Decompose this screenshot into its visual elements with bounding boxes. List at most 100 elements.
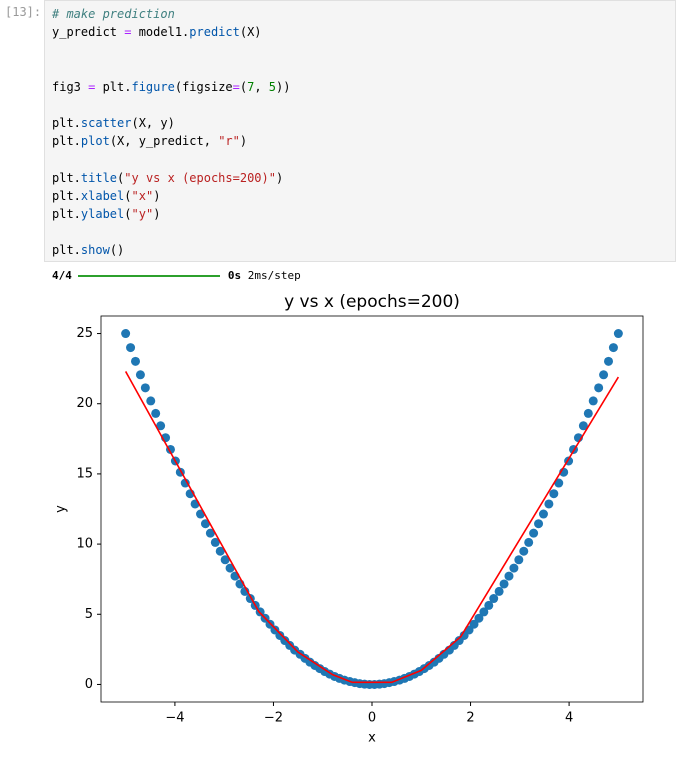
code-token: (figsize — [174, 79, 233, 94]
code-token: show — [80, 243, 110, 258]
scatter-point — [604, 356, 614, 366]
code-token: y_predict — [52, 25, 125, 40]
time: 0s — [227, 269, 242, 282]
code-token: (X, y_predict, — [109, 134, 219, 149]
code-token: "x" — [131, 188, 154, 203]
scatter-point — [544, 499, 554, 509]
scatter-point — [583, 408, 593, 418]
scatter-point — [146, 396, 156, 406]
code: # make prediction y_predict = model1.pred… — [52, 5, 290, 260]
scatter-point — [156, 421, 166, 431]
scatter-point — [220, 555, 230, 565]
scatter-point — [140, 383, 150, 393]
code-token: xlabel — [80, 188, 125, 203]
code-token: "y" — [131, 207, 154, 222]
code-line: plt.show() — [52, 241, 290, 259]
code-token: ) — [239, 134, 248, 149]
code-token: 5 — [268, 79, 277, 94]
code-token: (X, y) — [131, 116, 175, 131]
code-token: "y vs x (epochs=200)" — [124, 170, 276, 185]
scatter-point — [499, 579, 509, 589]
scatter-point — [599, 370, 609, 380]
scatter-point — [484, 600, 494, 610]
code-token: plt. — [52, 116, 81, 131]
code-cell[interactable]: # make prediction y_predict = model1.pred… — [44, 0, 676, 262]
code-token: ( — [239, 79, 248, 94]
code-token: (X) — [239, 25, 262, 40]
x-tick-label: 2 — [466, 711, 474, 726]
code-token: ) — [275, 170, 284, 185]
prediction-line — [124, 371, 620, 684]
scatter-point — [534, 519, 544, 529]
x-tick-label: 0 — [368, 711, 376, 726]
y-axis-label: y — [54, 505, 69, 513]
scatter-point — [578, 421, 588, 431]
y-tick-label: 0 — [85, 677, 93, 692]
scatter-point — [126, 343, 136, 353]
scatter-point — [538, 509, 548, 519]
scatter-point — [529, 528, 539, 538]
code-line: plt.ylabel("y") — [52, 205, 290, 223]
scatter-point — [554, 478, 564, 488]
code-token: plt. — [52, 134, 81, 149]
code-line: plt.plot(X, y_predict, "r") — [52, 132, 290, 150]
code-token: )) — [276, 79, 291, 94]
code-token: plt. — [52, 188, 81, 203]
code-token: ( — [117, 170, 125, 185]
y-tick-label: 5 — [85, 607, 93, 622]
scatter-point — [151, 408, 161, 418]
scatter-point — [474, 613, 484, 623]
y-tick-label: 10 — [76, 537, 93, 552]
scatter-point — [121, 329, 131, 339]
code-token: plot — [80, 134, 110, 149]
code-token: predict — [189, 25, 240, 40]
code-line: plt.xlabel("x") — [52, 187, 290, 205]
code-token: 7 — [247, 79, 255, 94]
x-tick-label: −2 — [264, 711, 283, 726]
scatter-point — [205, 528, 215, 538]
code-token: = — [232, 79, 240, 94]
scatter-point — [225, 563, 235, 573]
code-token: ( — [124, 188, 132, 203]
code-token: ( — [124, 207, 132, 222]
scatter-point — [135, 370, 145, 380]
code-token: plt. — [52, 170, 81, 185]
scatter-point — [549, 489, 559, 499]
scatter-point — [200, 519, 210, 529]
code-token: scatter — [80, 116, 132, 131]
x-axis-label: x — [368, 731, 376, 746]
scatter-point — [494, 586, 504, 596]
code-token: , — [254, 79, 269, 94]
scatter-point — [180, 478, 190, 488]
code-line: plt.scatter(X, y) — [52, 114, 290, 132]
chart-title: y vs x (epochs=200) — [284, 292, 460, 312]
code-token: "r" — [218, 134, 240, 149]
scatter-point — [588, 396, 598, 406]
code-line: fig3 = plt.figure(figsize=(7, 5)) — [52, 78, 290, 96]
scatter-point — [489, 594, 499, 604]
code-token: ) — [153, 207, 161, 222]
code-token: plt. — [95, 79, 132, 94]
scatter-point — [594, 383, 604, 393]
x-tick-label: 4 — [565, 711, 573, 726]
code-token: ylabel — [80, 207, 125, 222]
code-line: plt.title("y vs x (epochs=200)") — [52, 169, 290, 187]
code-token: # make prediction — [52, 7, 175, 21]
scatter-point — [469, 619, 479, 629]
progress-output: 4/4 0s 2ms/step — [52, 269, 301, 282]
scatter-point — [514, 555, 524, 565]
scatter-point — [608, 343, 618, 353]
code-token: fig3 — [52, 79, 89, 94]
y-tick-label: 25 — [76, 326, 93, 341]
x-tick-label: −4 — [165, 711, 184, 726]
code-line: # make prediction — [52, 5, 290, 23]
y-tick-label: 15 — [76, 466, 93, 481]
code-token: () — [109, 243, 125, 258]
y-tick-label: 20 — [76, 396, 93, 411]
scatter-point — [504, 571, 514, 581]
scatter-point — [130, 356, 140, 366]
code-token: plt. — [52, 207, 81, 222]
scatter-point — [519, 546, 529, 556]
